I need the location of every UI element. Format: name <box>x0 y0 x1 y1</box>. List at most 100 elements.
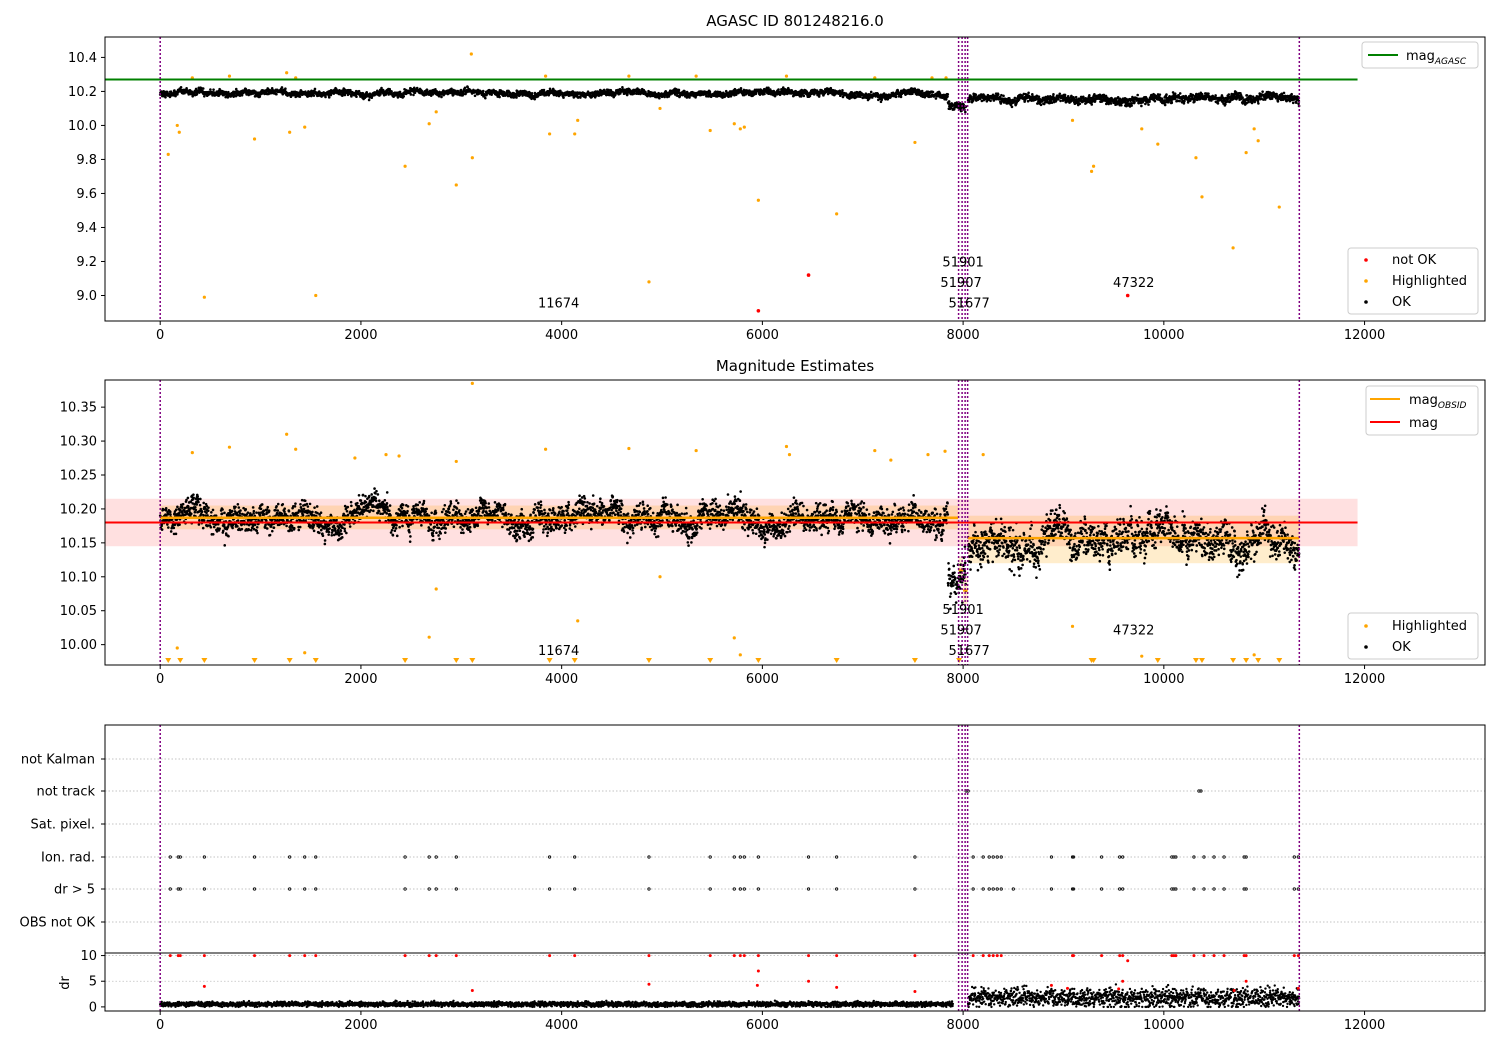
p1-ok-point <box>947 100 951 103</box>
p1-ok-point <box>324 95 327 99</box>
p2-ok-point <box>256 531 259 535</box>
p1-ok-point <box>869 90 873 94</box>
p2-ok-point <box>167 526 170 529</box>
p2-ok-point <box>280 512 284 516</box>
p2-ok-point <box>169 513 172 516</box>
p1-ok-point <box>533 97 537 101</box>
p2-ok-point <box>160 528 164 531</box>
p1-xtick-label: 12000 <box>1344 328 1385 343</box>
p2-ok-point <box>178 523 181 526</box>
p1-ok-point <box>1120 103 1123 107</box>
p1-ok-point <box>365 91 369 94</box>
p1-xtick-label: 8000 <box>947 328 980 343</box>
p1-highlighted-point <box>252 137 257 141</box>
p2-ok-point <box>281 503 285 506</box>
p2-ok-point <box>207 506 210 510</box>
p2-ok-point <box>251 506 255 509</box>
p2-ok-point <box>227 534 230 538</box>
p2-ok-point <box>172 526 176 530</box>
p1-ok-point <box>894 95 898 99</box>
p1-highlighted-point <box>1070 118 1075 122</box>
p1-ok-point <box>1027 91 1030 95</box>
p2-ok-point <box>186 496 190 500</box>
p1-ytick-label: 10.2 <box>68 85 97 100</box>
p2-ok-point <box>287 509 291 513</box>
p2-ok-point <box>202 519 206 522</box>
p1-ok-point <box>920 89 924 93</box>
p1-highlighted-point <box>427 122 431 126</box>
p1-highlighted-point <box>1194 156 1198 160</box>
p2-ok-point <box>240 527 244 531</box>
p1-ok-point <box>481 89 485 93</box>
p1-highlighted-point <box>434 110 438 114</box>
p1-ok-point <box>1078 102 1082 106</box>
p2-ok-point <box>237 506 241 509</box>
p1-highlighted-point <box>784 74 789 78</box>
p2-ok-point <box>200 510 204 514</box>
p1-ok-point <box>355 95 358 99</box>
p1-ok-point <box>1158 93 1162 96</box>
p2-ok-point <box>194 505 197 509</box>
p1-ok-point <box>473 94 477 98</box>
panel1-legend-upper: magAGASC <box>1361 41 1479 69</box>
p2-ok-point <box>189 512 193 516</box>
agasc-magnitude-panel: AGASC ID 801248216.0 1167451901519075167… <box>68 12 1486 343</box>
p1-ok-point <box>739 86 743 90</box>
p2-ok-point <box>220 512 224 515</box>
p1-ok-point <box>275 92 278 96</box>
p1-highlighted-point <box>1089 169 1094 173</box>
legend-highlighted: Highlighted <box>1392 274 1467 289</box>
p1-ok-point <box>542 88 546 92</box>
p1-ok-point <box>350 95 353 98</box>
p2-ok-point <box>253 523 257 527</box>
p1-ok-point <box>1257 102 1260 105</box>
p1-xtick-label: 0 <box>156 328 164 343</box>
p1-ok-point <box>357 89 361 93</box>
p1-obsid-label: 51901 <box>942 256 983 271</box>
p1-obsid-label: 47322 <box>1113 276 1154 291</box>
p1-ok-point <box>1163 103 1167 107</box>
p1-ok-point <box>946 92 950 96</box>
p1-ok-point <box>688 96 691 99</box>
p1-ok-point <box>367 98 371 102</box>
p1-highlighted-point <box>756 198 760 202</box>
p2-ok-point <box>267 509 271 512</box>
p1-ok-point <box>763 92 766 96</box>
p1-ok-point <box>1074 95 1078 99</box>
p2-ok-point <box>222 523 226 527</box>
p1-highlighted-point <box>576 118 580 122</box>
p1-ok-point <box>463 86 467 90</box>
p1-ok-point <box>412 93 415 97</box>
p1-ok-point <box>1178 92 1182 95</box>
p1-highlighted-point <box>288 130 292 134</box>
panel1-title: AGASC ID 801248216.0 <box>706 12 884 30</box>
p1-ok-point <box>440 95 443 99</box>
p2-ok-point <box>202 513 205 517</box>
p1-ok-point <box>209 88 212 91</box>
p1-ok-point <box>1170 101 1174 105</box>
p1-ok-point <box>777 88 780 91</box>
p1-ok-point <box>212 88 215 91</box>
p2-ok-point <box>259 507 263 511</box>
p2-ok-point <box>276 502 280 506</box>
p1-ok-point <box>1058 92 1062 96</box>
p1-ok-point <box>1013 96 1017 100</box>
p1-highlighted-point <box>285 71 289 75</box>
p1-highlighted-point <box>454 183 458 187</box>
p2-ok-point <box>198 519 201 522</box>
p1-ok-point <box>173 89 176 92</box>
p1-ok-point <box>1133 100 1136 104</box>
p2-ok-point <box>238 512 242 515</box>
p1-highlighted-point <box>1244 151 1248 155</box>
p1-obsid-label: 51907 <box>940 276 981 291</box>
p2-ok-point <box>193 510 197 514</box>
p1-highlighted-point <box>543 74 548 78</box>
p2-ok-point <box>283 510 286 513</box>
p1-highlighted-point <box>647 280 651 284</box>
p1-ok-point <box>1276 100 1280 103</box>
p1-ok-point <box>185 87 188 90</box>
p1-ytick-label: 9.6 <box>76 187 97 202</box>
p1-highlighted-point <box>202 295 206 299</box>
p1-highlighted-point <box>1252 127 1256 131</box>
p1-highlighted-point <box>1277 205 1281 209</box>
